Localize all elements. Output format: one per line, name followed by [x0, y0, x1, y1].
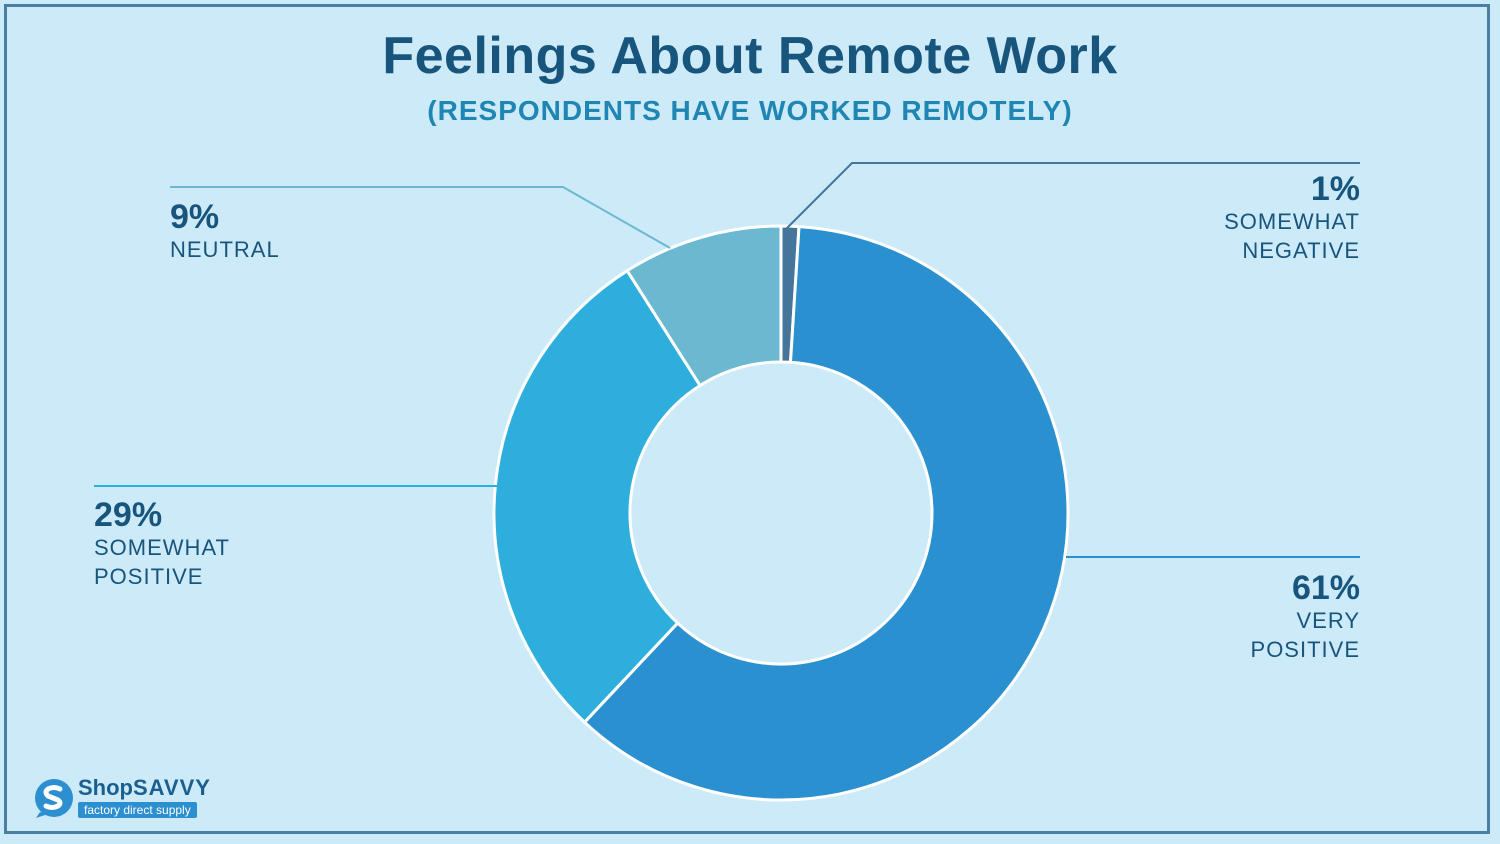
label-very-positive-name: VERY POSITIVE: [1250, 608, 1360, 662]
label-somewhat-positive: 29% SOMEWHAT POSITIVE: [94, 497, 294, 591]
logo-wordmark: ShopSAVVY factory direct supply: [78, 776, 211, 819]
slice-very-positive: [582, 224, 1070, 802]
label-neutral: 9% NEUTRAL: [170, 199, 370, 264]
slice-somewhat-positive: [492, 268, 703, 725]
label-somewhat-positive-value: 29%: [94, 496, 163, 534]
shopsavvy-logo-icon: [35, 779, 73, 818]
label-somewhat-negative: 1% SOMEWHAT NEGATIVE: [1160, 171, 1360, 265]
label-neutral-name: NEUTRAL: [170, 237, 280, 262]
slice-neutral: [625, 224, 783, 388]
label-neutral-value: 9%: [170, 198, 220, 236]
logo-tagline: factory direct supply: [78, 802, 197, 818]
chart-subtitle: (RESPONDENTS HAVE WORKED REMOTELY): [427, 95, 1073, 126]
logo-brand-shop: Shop: [78, 775, 133, 800]
label-somewhat-negative-value: 1%: [1310, 170, 1360, 208]
logo-brand-savvy: SAVVY: [133, 775, 211, 800]
label-very-positive: 61% VERY POSITIVE: [1160, 570, 1360, 664]
leader-somewhat-negative: [784, 162, 1360, 231]
label-somewhat-positive-name: SOMEWHAT POSITIVE: [94, 535, 230, 589]
logo-brand: ShopSAVVY: [78, 776, 211, 800]
chart-title: Feelings About Remote Work: [382, 27, 1118, 85]
label-somewhat-negative-name: SOMEWHAT NEGATIVE: [1224, 209, 1360, 263]
leader-neutral: [170, 186, 671, 249]
label-very-positive-value: 61%: [1291, 569, 1360, 607]
